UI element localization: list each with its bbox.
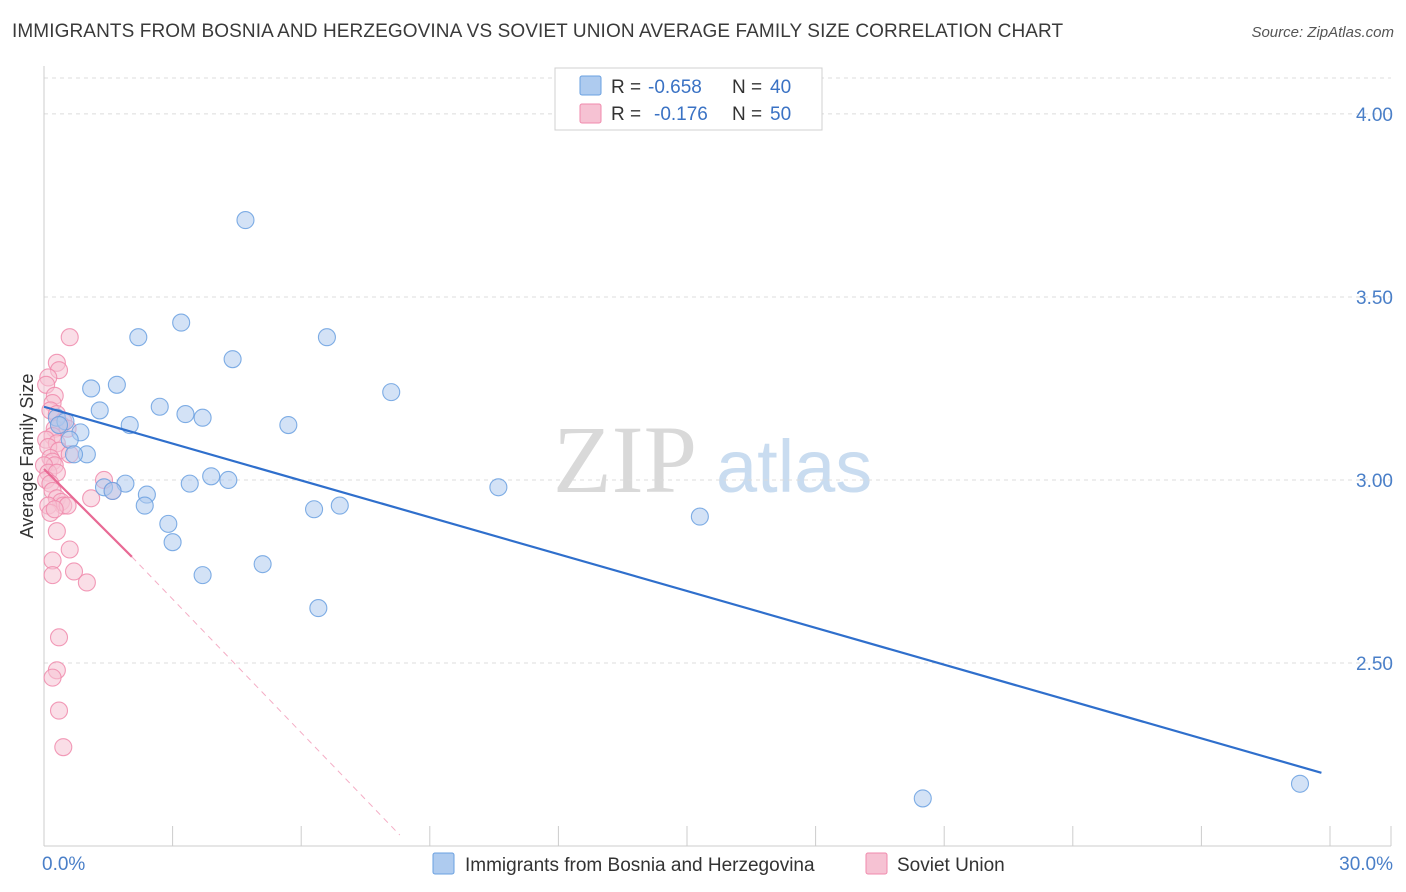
point-bosnia xyxy=(64,445,84,464)
point-bosnia xyxy=(193,566,212,585)
point-bosnia xyxy=(107,375,126,394)
legend-swatch-bosnia xyxy=(579,75,602,96)
point-bosnia xyxy=(135,496,154,515)
point-bosnia xyxy=(236,211,255,230)
series-label-soviet: Soviet Union xyxy=(897,855,1005,876)
point-bosnia xyxy=(176,405,195,424)
x-tick-label: 0.0% xyxy=(42,854,85,875)
y-tick-labels: 2.50 3.00 3.50 4.00 xyxy=(1356,105,1393,675)
trend-lines xyxy=(43,405,1322,836)
trend-line-bosnia xyxy=(43,405,1322,774)
legend-r-value-soviet: -0.176 xyxy=(654,104,708,125)
point-bosnia xyxy=(129,328,148,347)
point-bosnia xyxy=(219,470,238,490)
legend-r-label-soviet: R = xyxy=(611,104,641,125)
x-tick-labels: 0.0% 30.0% xyxy=(42,854,1393,875)
point-bosnia xyxy=(163,533,182,552)
point-bosnia xyxy=(202,467,221,486)
point-bosnia xyxy=(489,478,508,497)
point-bosnia xyxy=(49,416,69,435)
point-bosnia xyxy=(90,401,109,420)
point-soviet xyxy=(77,573,96,592)
source-credit: Source: ZipAtlas.com xyxy=(1251,24,1394,41)
point-bosnia xyxy=(1290,774,1310,793)
legend-r-value-bosnia: -0.658 xyxy=(648,77,702,98)
point-soviet xyxy=(43,668,62,687)
point-soviet xyxy=(60,328,79,347)
legend-n-value-bosnia: 40 xyxy=(770,77,791,98)
watermark-zip: ZIP xyxy=(553,406,697,513)
point-soviet xyxy=(49,628,69,647)
legend-r-label-bosnia: R = xyxy=(611,77,641,98)
series-legend: Immigrants from Bosnia and Herzegovina S… xyxy=(432,852,1005,876)
legend-swatch-soviet xyxy=(579,103,602,124)
point-bosnia xyxy=(159,514,178,533)
point-soviet xyxy=(45,500,64,519)
point-bosnia xyxy=(150,397,169,416)
point-soviet xyxy=(47,522,66,541)
trend-line-soviet xyxy=(43,468,133,558)
point-bosnia xyxy=(103,481,122,500)
y-tick-label: 2.50 xyxy=(1356,654,1393,675)
y-axis-label: Average Family Size xyxy=(17,374,37,539)
y-tick-label: 3.00 xyxy=(1356,471,1393,492)
point-bosnia xyxy=(172,313,191,332)
data-points xyxy=(34,211,1310,808)
chart-title: IMMIGRANTS FROM BOSNIA AND HERZEGOVINA V… xyxy=(12,21,1064,42)
point-bosnia xyxy=(193,408,212,427)
legend-n-value-soviet: 50 xyxy=(770,104,791,125)
point-soviet xyxy=(60,540,79,559)
point-bosnia xyxy=(382,383,401,402)
point-bosnia xyxy=(309,599,328,618)
point-bosnia xyxy=(82,379,101,398)
point-bosnia xyxy=(330,496,349,515)
point-bosnia xyxy=(180,474,199,493)
legend-n-label-bosnia: N = xyxy=(732,77,762,98)
correlation-legend: R = -0.658 N = 40 R = -0.176 N = 50 xyxy=(554,67,823,131)
point-bosnia xyxy=(913,789,932,808)
point-bosnia xyxy=(223,350,242,369)
point-soviet xyxy=(54,738,73,757)
point-soviet xyxy=(82,489,101,508)
point-bosnia xyxy=(305,500,324,519)
watermark-atlas: atlas xyxy=(716,425,872,508)
series-label-bosnia: Immigrants from Bosnia and Herzegovina xyxy=(465,855,815,876)
point-soviet xyxy=(49,701,69,720)
gridlines xyxy=(44,77,1391,664)
point-soviet xyxy=(64,562,84,581)
y-tick-label: 4.00 xyxy=(1356,105,1393,126)
legend-n-label-soviet: N = xyxy=(732,104,762,125)
point-soviet xyxy=(43,566,62,585)
point-bosnia xyxy=(317,328,336,347)
trend-extension-soviet xyxy=(131,556,401,836)
point-bosnia xyxy=(690,507,709,526)
series-swatch-bosnia xyxy=(432,852,455,875)
point-bosnia xyxy=(279,416,298,435)
series-swatch-soviet xyxy=(865,852,888,875)
x-tick-label: 30.0% xyxy=(1339,854,1393,875)
point-bosnia xyxy=(253,555,272,574)
y-tick-label: 3.50 xyxy=(1356,288,1393,309)
